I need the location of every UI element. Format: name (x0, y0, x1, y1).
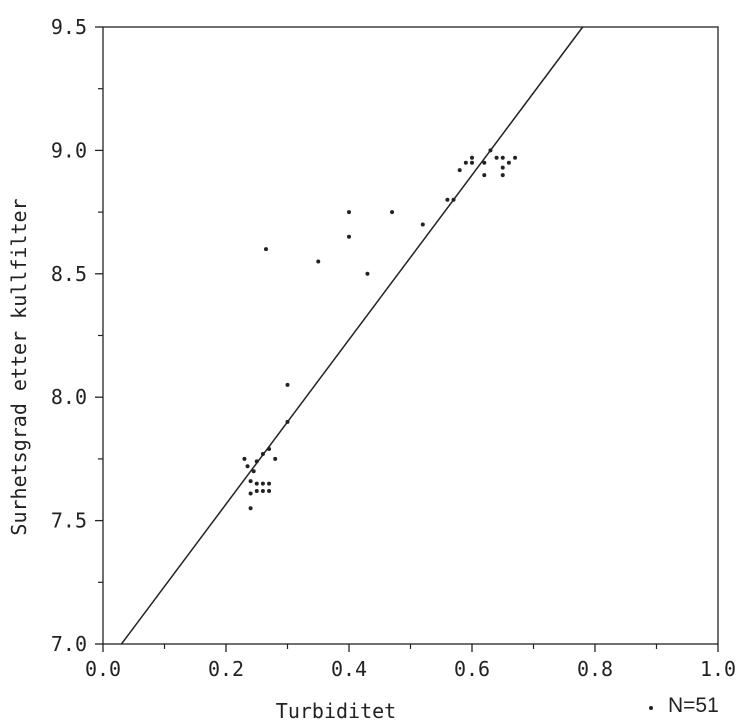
data-point (251, 469, 256, 474)
data-points (242, 148, 518, 511)
data-point (390, 210, 395, 215)
data-point (494, 155, 499, 160)
data-point (248, 491, 253, 496)
x-axis-label: Turbiditet (276, 699, 396, 723)
x-tick-label: 0.8 (577, 657, 613, 681)
y-tick-label: 7.0 (51, 632, 87, 656)
x-tick-label: 0.4 (331, 657, 367, 681)
axes (102, 26, 719, 645)
data-point (267, 447, 272, 452)
data-point (263, 247, 268, 252)
data-point (245, 464, 250, 469)
data-point (254, 488, 259, 493)
data-point (457, 168, 462, 173)
x-tick-label: 0.2 (208, 657, 244, 681)
data-point (420, 222, 425, 227)
x-tick-label: 0.0 (85, 657, 121, 681)
data-point (267, 488, 272, 493)
data-point (445, 197, 450, 202)
data-point (463, 160, 468, 165)
data-point (248, 479, 253, 484)
annotation-marker (649, 706, 653, 710)
y-tick-label: 8.5 (51, 262, 87, 286)
data-point (470, 155, 474, 160)
data-point (451, 197, 456, 202)
data-point (285, 382, 290, 387)
sample-size-note: N=51 (668, 694, 719, 717)
data-point (365, 271, 370, 276)
tick-labels: 0.0 0.2 0.4 0.6 0.8 1.0 7.0 7.5 8.0 8.5 9.0 9.5 (51, 15, 736, 681)
plot-frame (102, 26, 719, 645)
data-point (260, 488, 265, 493)
data-point (500, 155, 505, 160)
data-point (260, 451, 265, 456)
data-point (260, 481, 265, 486)
data-point (267, 481, 272, 486)
data-point (254, 459, 259, 464)
x-tick-label: 0.6 (454, 657, 490, 681)
data-point (347, 210, 351, 215)
data-point (488, 148, 493, 153)
data-point (316, 259, 321, 264)
data-point (254, 481, 259, 486)
data-point (513, 155, 518, 160)
x-tick-label: 1.0 (700, 657, 736, 681)
data-point (482, 173, 487, 178)
data-point (285, 419, 290, 424)
data-point (242, 456, 247, 461)
ticks (95, 26, 719, 652)
regression-line (120, 26, 584, 645)
y-tick-label: 9.0 (51, 138, 87, 162)
y-axis-label: Surhetsgrad etter kullfilter (7, 198, 31, 535)
data-point (248, 506, 253, 511)
y-tick-label: 9.5 (51, 15, 87, 39)
data-point (500, 173, 505, 178)
data-point (482, 160, 487, 165)
y-tick-label: 8.0 (51, 385, 87, 409)
data-point (500, 165, 505, 170)
data-point (470, 160, 474, 165)
data-point (273, 456, 278, 461)
y-tick-label: 7.5 (51, 509, 87, 533)
data-point (506, 160, 511, 165)
data-point (347, 234, 351, 239)
